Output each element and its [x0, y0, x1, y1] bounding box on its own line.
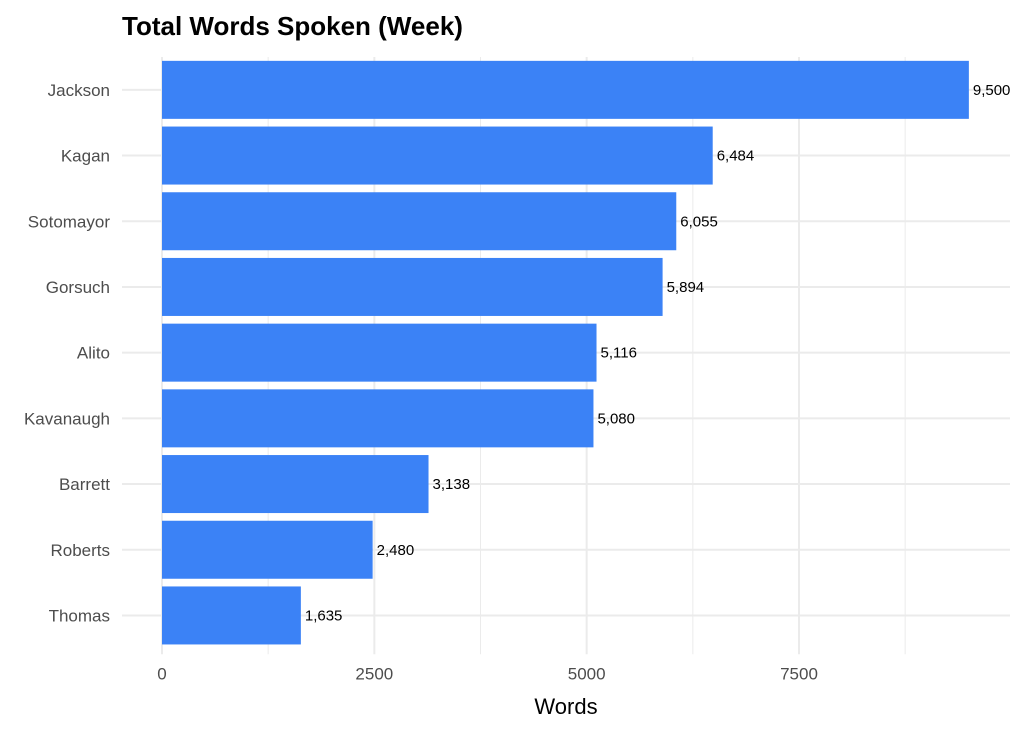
chart-title: Total Words Spoken (Week): [122, 11, 463, 41]
x-tick-label: 0: [157, 664, 166, 683]
y-tick-label: Kavanaugh: [24, 409, 110, 428]
bar-roberts: [162, 520, 373, 579]
bar-barrett: [162, 455, 429, 514]
y-tick-label: Thomas: [49, 606, 110, 625]
x-axis-title: Words: [534, 694, 597, 719]
data-label: 6,055: [680, 213, 718, 230]
bar-jackson: [162, 60, 969, 119]
y-tick-label: Alito: [77, 344, 110, 363]
bar-sotomayor: [162, 192, 677, 251]
bar-gorsuch: [162, 257, 663, 316]
bar-kagan: [162, 126, 713, 185]
bar-kavanaugh: [162, 389, 594, 448]
y-tick-label: Sotomayor: [28, 212, 111, 231]
data-label: 5,894: [667, 279, 705, 296]
x-tick-label: 5000: [568, 664, 606, 683]
bar-alito: [162, 323, 597, 382]
bar-thomas: [162, 586, 301, 645]
data-label: 6,484: [717, 148, 755, 165]
x-axis-labels: 0 2500 5000 7500: [157, 664, 818, 683]
x-tick-label: 2500: [355, 664, 393, 683]
y-tick-label: Barrett: [59, 475, 110, 494]
y-tick-label: Roberts: [50, 541, 110, 560]
data-label: 2,480: [377, 542, 415, 559]
x-tick-label: 7500: [780, 664, 818, 683]
data-label: 1,635: [305, 607, 343, 624]
data-label: 5,116: [601, 345, 637, 362]
data-label: 5,080: [597, 410, 635, 427]
data-label: 9,500: [973, 82, 1011, 99]
bars: 9,500 6,484 6,055 5,894 5,116 5,080 3,138 2,480…: [162, 60, 1011, 645]
y-tick-label: Jackson: [48, 81, 110, 100]
y-tick-label: Kagan: [61, 147, 110, 166]
data-label: 3,138: [433, 476, 471, 493]
y-tick-label: Gorsuch: [46, 278, 110, 297]
y-axis-labels: Jackson Kagan Sotomayor Gorsuch Alito Kavanau…: [24, 81, 110, 626]
